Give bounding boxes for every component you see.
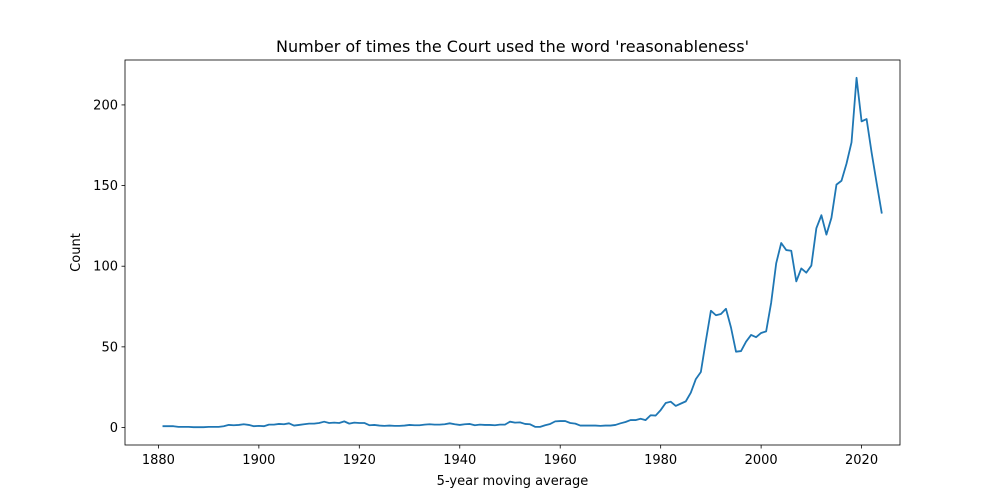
x-tick-label: 1920 <box>343 453 376 468</box>
series-layer <box>162 76 883 429</box>
x-tick-label: 2020 <box>845 453 878 468</box>
x-tick-label: 1900 <box>242 453 275 468</box>
chart-title: Number of times the Court used the word … <box>276 37 749 56</box>
x-tick-label: 1960 <box>544 453 577 468</box>
x-axis-ticks: 1880 1900 1920 1940 1960 1980 2000 2020 <box>142 445 878 468</box>
y-tick-label: 150 <box>93 179 118 194</box>
y-axis-ticks: 0 50 100 150 200 <box>93 98 125 436</box>
y-axis-label: Count <box>69 233 84 272</box>
x-tick-label: 1880 <box>142 453 175 468</box>
plot-frame <box>124 59 901 446</box>
y-tick-label: 100 <box>93 260 118 275</box>
x-tick-label: 1980 <box>644 453 677 468</box>
y-tick-label: 50 <box>101 340 118 355</box>
x-tick-label: 1940 <box>443 453 476 468</box>
y-tick-label: 0 <box>110 421 118 436</box>
y-tick-label: 200 <box>93 98 118 113</box>
series-line <box>162 76 883 429</box>
x-axis-label: 5-year moving average <box>437 474 589 489</box>
plot-area <box>125 60 900 445</box>
x-tick-label: 2000 <box>745 453 778 468</box>
